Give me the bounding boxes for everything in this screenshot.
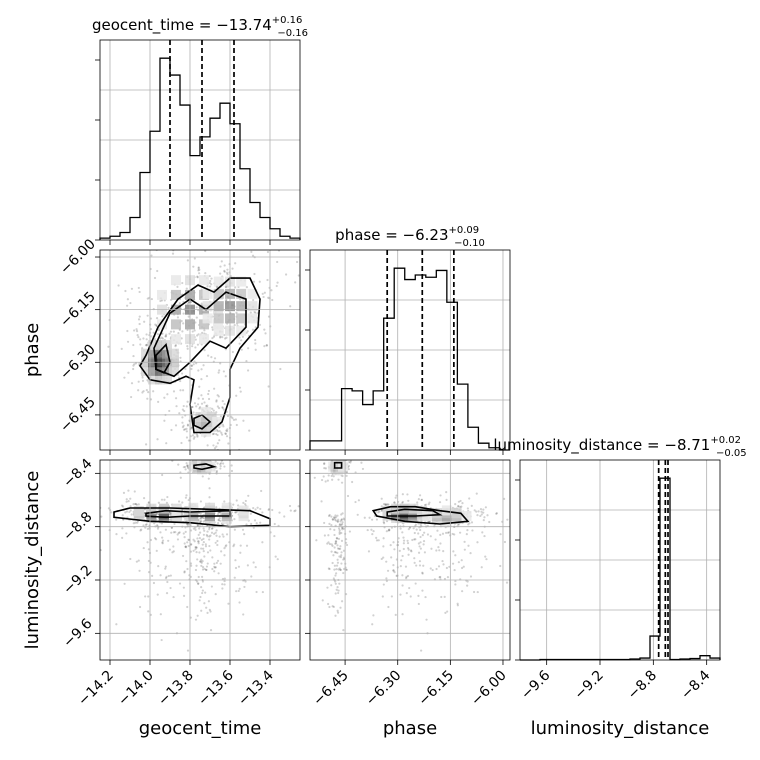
hist-luminosity_distance-step xyxy=(520,477,721,661)
x-tick-label-geocent_time: −13.8 xyxy=(155,668,197,710)
pair-geocent_time-phase-contour-2 xyxy=(155,343,171,374)
title-luminosity_distance: luminosity_distance = −8.71+0.02 −0.05 xyxy=(493,435,746,459)
hist-geocent_time-panel xyxy=(95,40,301,241)
y-tick-label-phase: −6.45 xyxy=(57,394,99,436)
pair-phase-luminosity_distance-contour-2 xyxy=(333,461,343,469)
x-tick-label-geocent_time: −13.4 xyxy=(235,667,277,709)
x-tick-label-luminosity_distance: −9.2 xyxy=(571,668,606,703)
pair-geocent_time-luminosity_distance-density xyxy=(133,460,249,524)
pair-geocent_time-phase-contour-3 xyxy=(193,413,212,430)
y-tick-label-luminosity_distance: −9.6 xyxy=(60,616,95,651)
x-tick-label-phase: −6.00 xyxy=(468,668,510,710)
title-geocent_time: geocent_time = −13.74+0.16 −0.16 xyxy=(92,15,308,39)
hist-luminosity_distance-frame xyxy=(519,459,721,661)
y-tick-label-phase: −6.00 xyxy=(57,236,99,278)
y-axis-label-luminosity_distance: luminosity_distance xyxy=(22,471,43,650)
y-tick-label-phase: −6.30 xyxy=(57,341,99,383)
title-phase: phase = −6.23+0.09 −0.10 xyxy=(335,225,485,249)
pair-geocent_time-luminosity_distance-marks xyxy=(100,460,300,652)
x-tick-label-luminosity_distance: −8.4 xyxy=(678,667,713,702)
y-tick-label-phase: −6.15 xyxy=(57,289,99,331)
x-tick-label-phase: −6.30 xyxy=(363,668,405,710)
x-tick-label-geocent_time: −14.0 xyxy=(115,668,157,710)
hist-luminosity_distance-panel xyxy=(515,460,721,661)
x-tick-label-geocent_time: −13.6 xyxy=(195,667,237,709)
pair-geocent_time-luminosity_distance-frame xyxy=(99,459,301,661)
hist-luminosity_distance-grid xyxy=(520,460,720,660)
x-axis-label-phase: phase xyxy=(383,718,437,739)
x-tick-label-luminosity_distance: −8.8 xyxy=(625,668,660,703)
x-tick-label-phase: −6.15 xyxy=(416,668,458,710)
hist-geocent_time-frame xyxy=(99,39,301,241)
y-tick-label-luminosity_distance: −8.4 xyxy=(60,456,95,491)
pair-phase-luminosity_distance-panel xyxy=(313,460,509,652)
y-tick-label-luminosity_distance: −9.2 xyxy=(60,562,95,597)
hist-phase-step xyxy=(309,267,510,451)
x-axis-label-geocent_time: geocent_time xyxy=(139,718,262,739)
pair-geocent_time-phase-frame xyxy=(99,249,301,451)
pair-phase-luminosity_distance-marks xyxy=(313,460,509,652)
x-tick-label-phase: −6.45 xyxy=(310,668,352,710)
pair-phase-luminosity_distance-grid xyxy=(310,460,510,660)
y-axis-label-phase: phase xyxy=(22,323,43,377)
pair-geocent_time-phase-grid xyxy=(100,250,300,450)
x-axis-label-luminosity_distance: luminosity_distance xyxy=(531,718,710,739)
pair-geocent_time-luminosity_distance-contour-2 xyxy=(193,463,218,471)
pair-geocent_time-luminosity_distance-panel xyxy=(100,460,300,652)
hist-phase-frame xyxy=(309,249,511,451)
x-tick-label-luminosity_distance: −9.6 xyxy=(518,667,553,702)
pair-phase-luminosity_distance-scatter xyxy=(313,460,509,652)
hist-phase-panel xyxy=(305,250,510,451)
hist-phase-grid xyxy=(310,250,510,450)
hist-geocent_time-step xyxy=(99,57,301,240)
pair-phase-luminosity_distance-contour-1 xyxy=(386,508,443,517)
x-tick-label-geocent_time: −14.2 xyxy=(75,668,117,710)
pair-geocent_time-luminosity_distance-grid xyxy=(100,460,300,660)
pair-phase-luminosity_distance-frame xyxy=(309,459,511,661)
y-tick-label-luminosity_distance: −8.8 xyxy=(60,509,95,544)
pair-phase-luminosity_distance-contour-0 xyxy=(371,505,470,525)
